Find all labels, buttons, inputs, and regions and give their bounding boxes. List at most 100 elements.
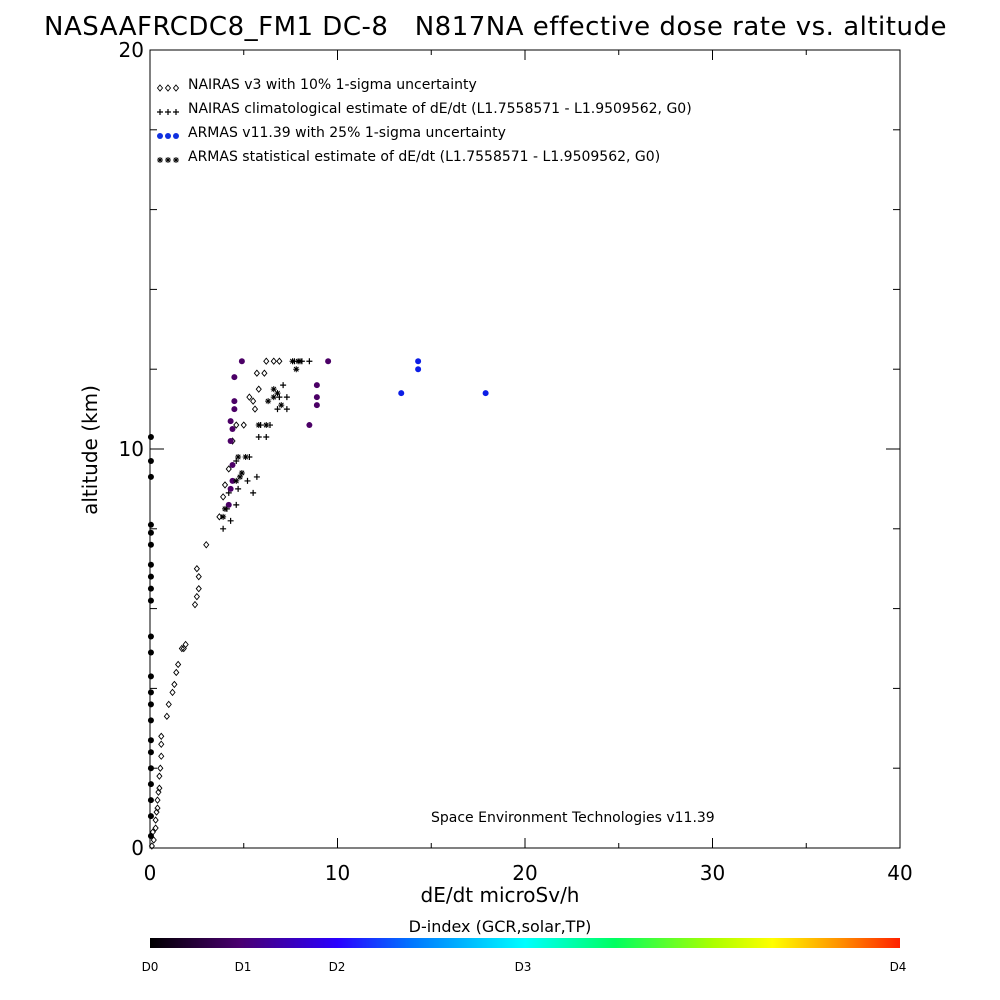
armas-point (398, 390, 405, 397)
legend-marker (172, 84, 180, 92)
legend-label: NAIRAS climatological estimate of dE/dt … (188, 101, 692, 117)
armas-point (227, 485, 234, 492)
armas-point (147, 689, 154, 696)
armas-statistical-point (293, 366, 300, 373)
armas-point (313, 394, 320, 401)
armas-point (147, 473, 154, 480)
armas-point (238, 358, 245, 365)
colorbar-tick-label: D0 (141, 960, 159, 974)
armas-point (147, 673, 154, 680)
armas-point (227, 418, 234, 425)
chart-title: NASAAFRCDC8_FM1 DC-8 N817NA effective do… (44, 12, 947, 42)
armas-statistical-point (220, 513, 227, 520)
armas-point (147, 585, 154, 592)
armas-point (147, 701, 154, 708)
nairas-climatology-point (235, 485, 242, 492)
armas-statistical-point (235, 453, 242, 460)
y-axis-label: altitude (km) (78, 385, 102, 515)
armas-point (147, 717, 154, 724)
nairas-point (193, 592, 200, 601)
nairas-climatology-point (274, 406, 281, 413)
legend-label: ARMAS statistical estimate of dE/dt (L1.… (188, 149, 660, 165)
armas-point (227, 438, 234, 445)
nairas-point (152, 824, 159, 832)
nairas-point (216, 513, 223, 521)
legend-marker (164, 84, 172, 92)
armas-statistical-point (278, 402, 285, 409)
legend-marker (157, 157, 163, 163)
armas-point (306, 422, 313, 429)
nairas-climatology-point (220, 525, 227, 532)
nairas-point (195, 572, 202, 581)
legend-marker (173, 133, 179, 139)
armas-point (147, 833, 154, 840)
armas-point (147, 561, 154, 568)
legend-marker (157, 109, 163, 115)
armas-point (231, 406, 238, 413)
x-axis-label: dE/dt microSv/h (420, 883, 580, 907)
legend-label: NAIRAS v3 with 10% 1-sigma uncertainty (188, 77, 477, 93)
armas-point (147, 781, 154, 788)
armas-point (147, 573, 154, 580)
nairas-climatology-point (253, 473, 260, 480)
armas-point (147, 529, 154, 536)
nairas-point (156, 784, 163, 792)
x-tick-label: 0 (144, 861, 157, 885)
nairas-point (246, 393, 253, 401)
nairas-point (180, 644, 187, 653)
armas-point (415, 366, 422, 373)
y-tick-label: 0 (131, 836, 144, 860)
nairas-point (154, 804, 161, 812)
nairas-point (255, 385, 262, 393)
nairas-point (178, 644, 185, 653)
nairas-point (251, 405, 259, 413)
armas-point (147, 597, 154, 604)
armas-point (147, 649, 154, 656)
nairas-point (155, 788, 162, 796)
y-tick-label: 20 (119, 38, 144, 62)
armas-point (482, 390, 489, 397)
armas-statistical-point (255, 422, 262, 429)
legend-marker (157, 133, 163, 139)
nairas-point (158, 752, 165, 760)
armas-point (415, 358, 422, 365)
nairas-point (195, 584, 202, 593)
armas-point (225, 501, 232, 508)
colorbar-tick-label: D1 (234, 960, 252, 974)
nairas-point (276, 357, 283, 365)
nairas-point (191, 600, 199, 609)
armas-point (147, 521, 154, 528)
nairas-point (173, 668, 180, 677)
nairas-point (154, 796, 161, 804)
legend-marker (165, 157, 171, 163)
nairas-point (263, 357, 270, 365)
nairas-climatology-point (283, 394, 290, 401)
nairas-point (153, 808, 160, 816)
colorbar-tick-label: D2 (328, 960, 346, 974)
x-tick-label: 10 (325, 861, 350, 885)
nairas-point (253, 369, 260, 377)
nairas-point (261, 369, 268, 377)
armas-point (231, 398, 238, 405)
legend-marker (165, 133, 171, 139)
armas-point (231, 374, 238, 381)
nairas-climatology-point (227, 517, 234, 524)
armas-point (147, 541, 154, 548)
legend-marker (173, 157, 179, 163)
armas-statistical-point (297, 358, 303, 365)
nairas-point (171, 680, 178, 689)
nairas-point (152, 816, 159, 824)
armas-point (147, 765, 154, 772)
colorbar-tick-label: D4 (889, 960, 907, 974)
nairas-point (182, 640, 189, 649)
nairas-climatology-point (244, 477, 251, 484)
y-tick-label: 10 (119, 437, 144, 461)
armas-statistical-point (270, 394, 277, 401)
armas-point (313, 402, 320, 409)
credit-text: Space Environment Technologies v11.39 (431, 810, 715, 826)
armas-statistical-point (263, 422, 270, 429)
nairas-climatology-point (255, 434, 262, 441)
armas-point (147, 737, 154, 744)
nairas-climatology-point (250, 489, 257, 496)
